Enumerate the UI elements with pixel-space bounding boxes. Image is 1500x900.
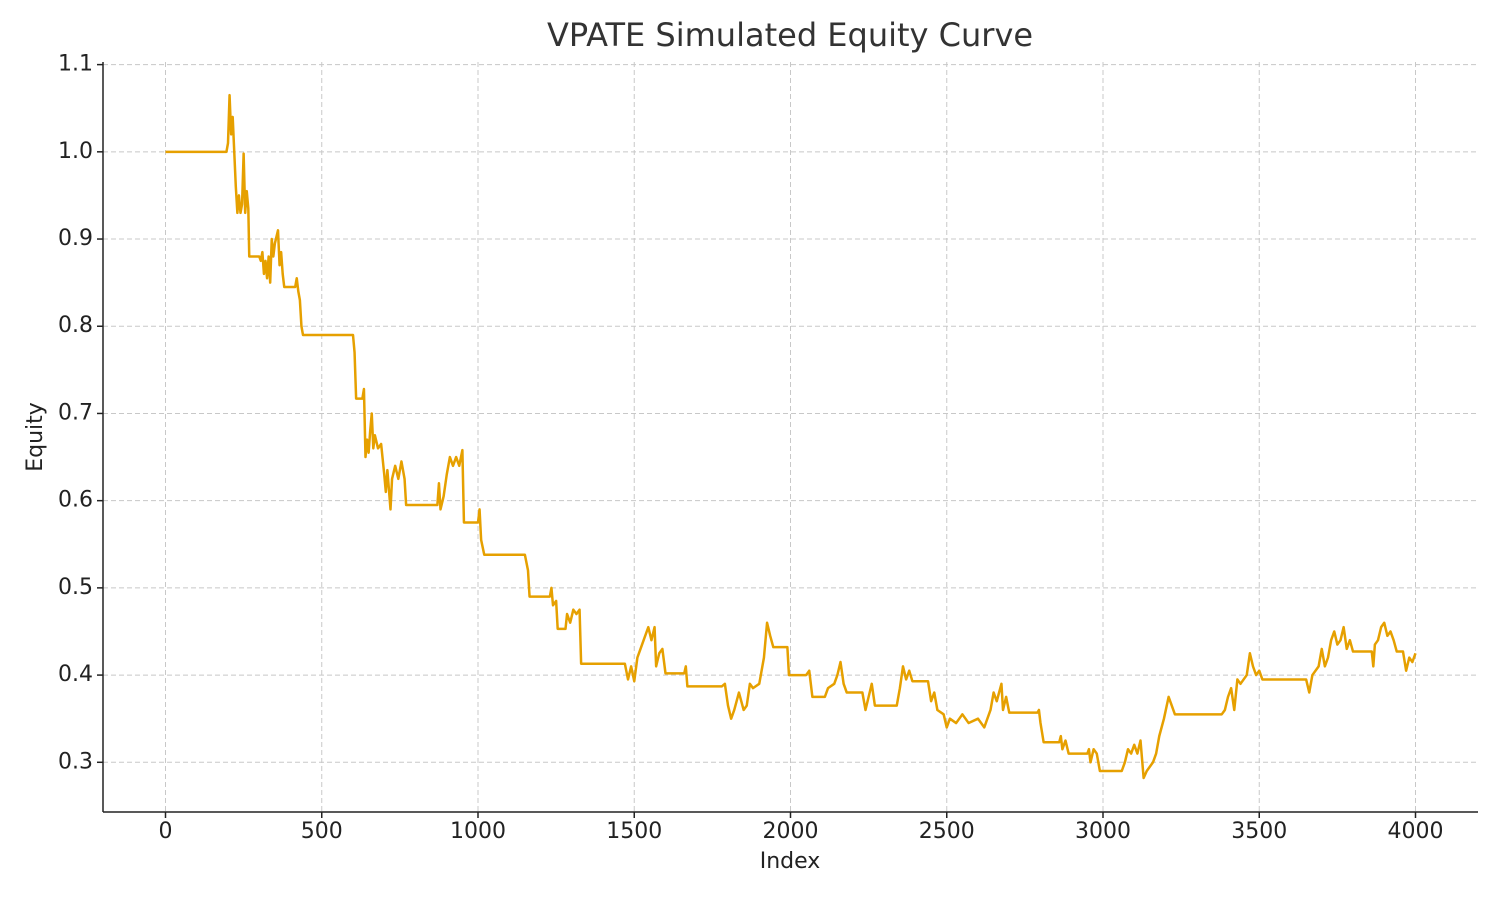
y-tick-label: 1.1 xyxy=(58,52,93,77)
x-tick-label: 4000 xyxy=(1388,819,1444,844)
y-tick-label: 0.5 xyxy=(58,575,93,600)
x-tick-label: 2500 xyxy=(919,819,975,844)
x-tick-label: 500 xyxy=(301,819,343,844)
y-tick-label: 0.6 xyxy=(58,488,93,513)
x-tick-label: 3000 xyxy=(1075,819,1131,844)
x-tick-label: 2000 xyxy=(763,819,819,844)
y-axis-label: Equity xyxy=(23,402,48,472)
y-tick-label: 0.3 xyxy=(58,749,93,774)
x-tick-label: 0 xyxy=(159,819,173,844)
x-axis-label: Index xyxy=(760,849,821,874)
x-tick-label: 1500 xyxy=(606,819,662,844)
x-tick-label: 1000 xyxy=(450,819,506,844)
y-tick-label: 0.8 xyxy=(58,313,93,338)
y-tick-label: 1.0 xyxy=(58,139,93,164)
x-tick-label: 3500 xyxy=(1231,819,1287,844)
y-tick-label: 0.4 xyxy=(58,662,93,687)
chart-title: VPATE Simulated Equity Curve xyxy=(547,16,1033,54)
equity-line xyxy=(165,93,1417,780)
y-tick-label: 0.9 xyxy=(58,226,93,251)
y-tick-label: 0.7 xyxy=(58,400,93,425)
